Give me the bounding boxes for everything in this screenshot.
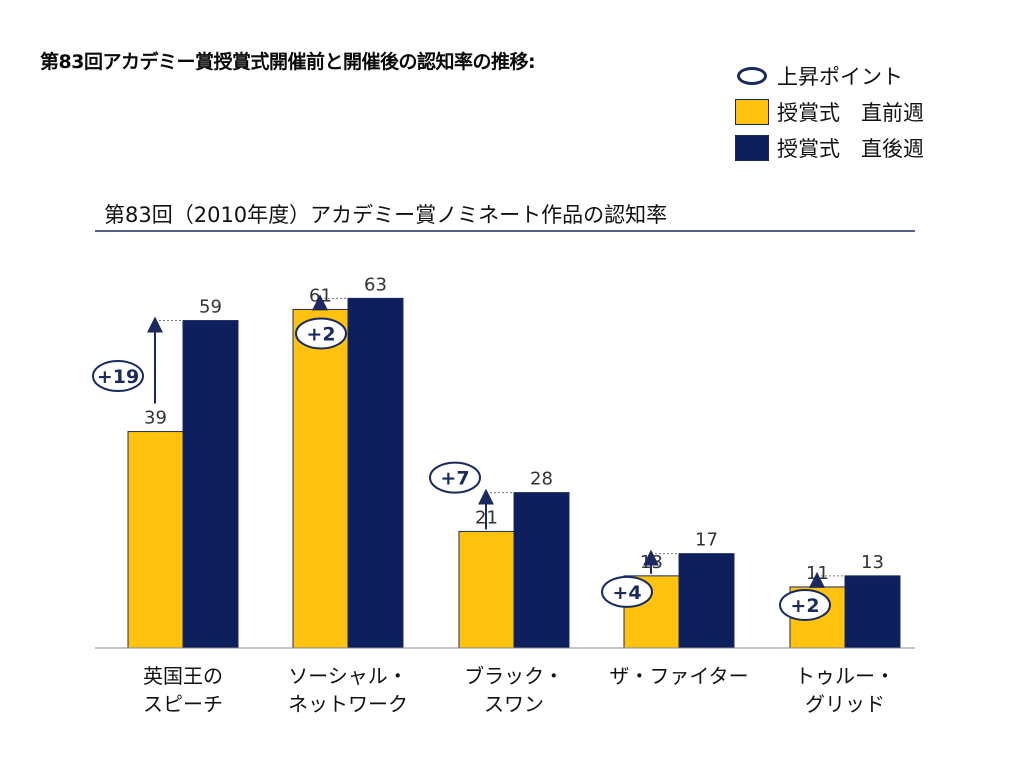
bar-after <box>678 553 735 649</box>
category-label: 英国王の <box>143 664 223 688</box>
rise-badge-label: +19 <box>97 366 139 388</box>
rise-badge <box>92 360 144 393</box>
legend-label-rise: 上昇ポイント <box>777 65 903 89</box>
bar-after <box>513 492 570 649</box>
legend-item-after: 授賞式 直後週 <box>735 130 924 166</box>
bar-after <box>182 320 239 649</box>
category-label: ブラック・ <box>464 664 564 688</box>
category-label: グリッド <box>805 692 885 716</box>
legend-label-before: 授賞式 直前週 <box>777 101 924 125</box>
legend-label-after: 授賞式 直後週 <box>777 137 924 161</box>
category-label: ザ・ファイター <box>609 664 748 688</box>
bar-before <box>458 530 515 649</box>
chart-title: 第83回（2010年度）アカデミー賞ノミネート作品の認知率 <box>104 203 667 227</box>
page-title: 第83回アカデミー賞授賞式開催前と開催後の認知率の推移: <box>40 51 536 73</box>
oval-icon <box>737 67 767 85</box>
legend-swatch-after <box>735 135 769 161</box>
rise-badge-label: +4 <box>612 582 641 604</box>
rise-badge <box>429 461 481 494</box>
data-label-after: 28 <box>530 469 553 490</box>
data-label-after: 59 <box>199 297 222 318</box>
rise-badge-label: +2 <box>790 595 819 617</box>
rise-badge <box>601 575 653 608</box>
data-label-after: 13 <box>861 552 884 573</box>
bar-after <box>347 297 404 649</box>
legend-item-before: 授賞式 直前週 <box>735 94 924 130</box>
category-label: スワン <box>484 692 544 716</box>
bar-after <box>844 575 901 649</box>
rise-badge-label: +2 <box>306 323 335 345</box>
legend-item-rise: 上昇ポイント <box>735 58 924 94</box>
category-label: ソーシャル・ <box>288 664 408 688</box>
bar-before <box>292 308 349 649</box>
data-label-after: 63 <box>364 274 387 295</box>
category-label: スピーチ <box>143 692 223 716</box>
bar-before <box>127 431 184 649</box>
legend-swatch-before <box>735 99 769 125</box>
rise-badge <box>779 588 831 621</box>
legend: 上昇ポイント 授賞式 直前週 授賞式 直後週 <box>735 58 924 166</box>
category-label: トゥルー・ <box>795 664 895 688</box>
rise-badge-label: +7 <box>440 468 469 490</box>
data-label-after: 17 <box>695 530 718 551</box>
data-label-before: 39 <box>144 408 167 429</box>
category-label: ネットワーク <box>288 692 408 716</box>
rise-badge <box>295 317 347 350</box>
